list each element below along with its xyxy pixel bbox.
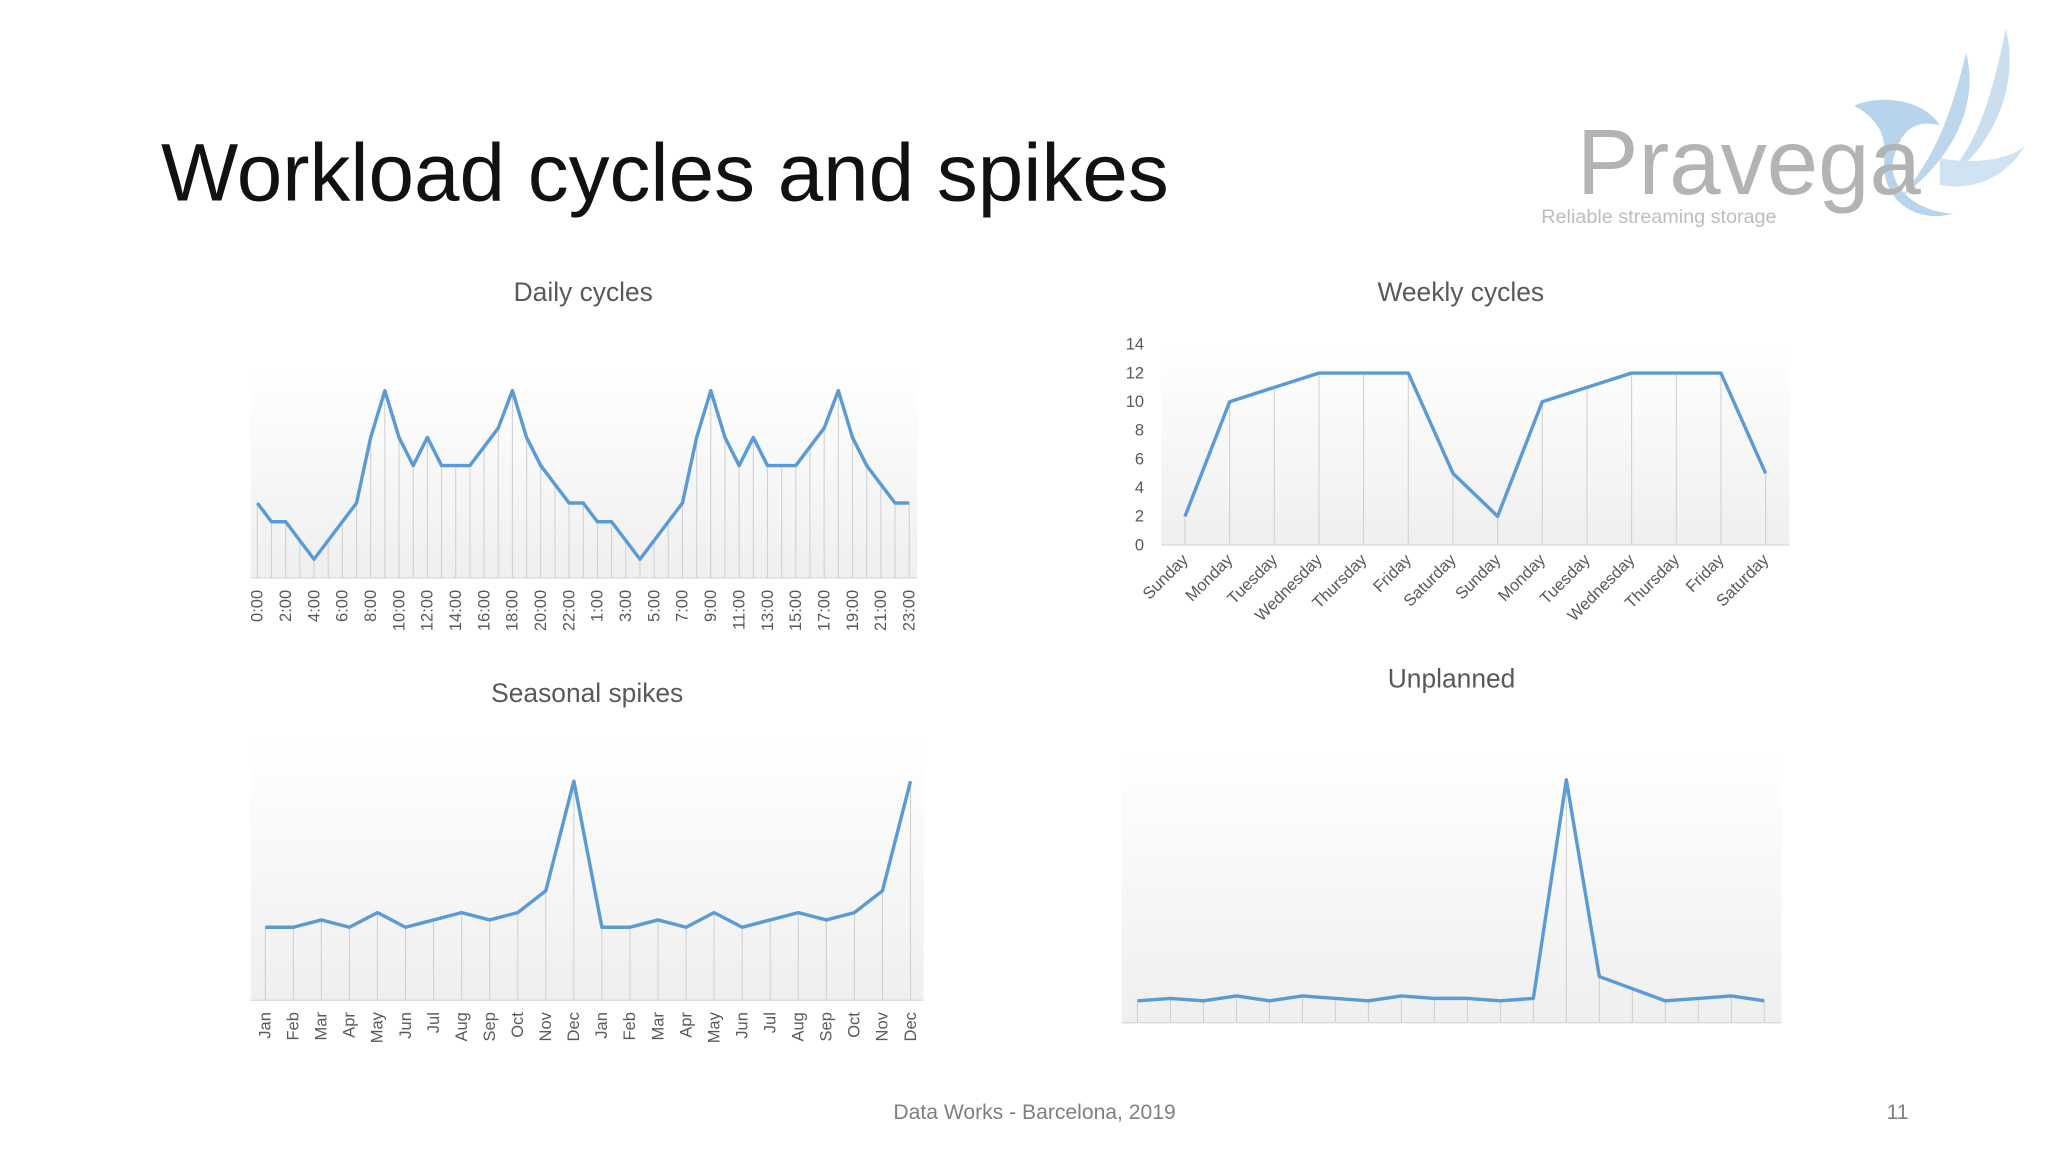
x-tick-label: Sep bbox=[818, 1012, 836, 1041]
logo-name: Pravega bbox=[1577, 110, 1922, 214]
x-tick-label: 12:00 bbox=[419, 590, 437, 631]
y-tick-label: 2 bbox=[1135, 508, 1144, 526]
x-tick-label: Jul bbox=[762, 1012, 780, 1033]
x-tick-label: Oct bbox=[509, 1012, 527, 1038]
chart: Weekly cycles02468101214SundayMondayTues… bbox=[1126, 277, 1790, 625]
footer: Data Works - Barcelona, 2019 bbox=[893, 1101, 1175, 1124]
chart: Daily cycles 0:00 2:00 4:00 6:00 8:00 10:00 12:… bbox=[249, 277, 919, 631]
x-tick-label: 22:00 bbox=[560, 590, 578, 631]
chart-title: Daily cycles bbox=[514, 277, 653, 307]
x-tick-label: Mar bbox=[649, 1012, 667, 1041]
y-tick-label: 10 bbox=[1126, 393, 1144, 411]
x-tick-label: Sep bbox=[481, 1012, 499, 1041]
x-tick-label: May bbox=[369, 1011, 387, 1043]
plot-background bbox=[250, 369, 918, 578]
logo: Pravega Reliable streaming storage bbox=[1541, 29, 2026, 228]
x-tick-label: Nov bbox=[874, 1011, 892, 1041]
x-tick-label: Nov bbox=[537, 1011, 555, 1041]
x-tick-label: 4:00 bbox=[305, 590, 323, 622]
x-tick-label: 5:00 bbox=[645, 590, 663, 622]
x-tick-label: Apr bbox=[677, 1012, 695, 1038]
x-tick-label: Mar bbox=[313, 1012, 331, 1041]
logo-wing bbox=[1939, 29, 2010, 185]
x-tick-label: 8:00 bbox=[362, 590, 380, 622]
chart-title: Weekly cycles bbox=[1377, 277, 1544, 307]
x-tick-label: Jan bbox=[593, 1012, 611, 1039]
x-tick-label: 19:00 bbox=[844, 590, 862, 631]
x-tick-label: 21:00 bbox=[872, 590, 890, 631]
y-tick-label: 4 bbox=[1135, 479, 1144, 497]
x-tick-label: 11:00 bbox=[730, 590, 748, 630]
y-tick-label: 12 bbox=[1126, 364, 1144, 382]
x-tick-label: 16:00 bbox=[475, 590, 493, 631]
x-tick-label: 14:00 bbox=[447, 590, 465, 631]
x-tick-label: Feb bbox=[621, 1012, 639, 1040]
plot-background bbox=[250, 738, 924, 1001]
x-tick-label: Jun bbox=[733, 1012, 751, 1039]
x-tick-label: 3:00 bbox=[617, 590, 635, 622]
chart-title: Seasonal spikes bbox=[491, 678, 683, 708]
x-tick-label: 10:00 bbox=[390, 590, 408, 631]
x-tick-label: Feb bbox=[285, 1012, 303, 1040]
y-tick-label: 8 bbox=[1135, 422, 1144, 440]
x-tick-label: 15:00 bbox=[787, 590, 805, 631]
plot-background bbox=[1121, 752, 1782, 1023]
chart: Unplanned bbox=[1121, 664, 1782, 1024]
x-tick-label: 18:00 bbox=[504, 590, 522, 631]
x-tick-label: 13:00 bbox=[759, 590, 777, 631]
logo-wing bbox=[1900, 52, 1970, 198]
chart-title: Unplanned bbox=[1388, 664, 1516, 694]
x-tick-label: 23:00 bbox=[900, 590, 918, 631]
y-tick-label: 0 bbox=[1135, 536, 1144, 554]
data-line bbox=[1183, 371, 1768, 519]
x-tick-label: Apr bbox=[341, 1012, 359, 1038]
x-tick-label: Jan bbox=[257, 1012, 275, 1039]
x-tick-label: Aug bbox=[790, 1012, 808, 1041]
x-tick-label: May bbox=[705, 1011, 723, 1043]
logo-bird bbox=[1854, 99, 1953, 217]
x-tick-label: 20:00 bbox=[532, 590, 550, 631]
x-tick-label: 17:00 bbox=[815, 590, 833, 631]
x-tick-label: 7:00 bbox=[674, 590, 692, 622]
x-tick-label: 9:00 bbox=[702, 590, 720, 622]
x-tick-label: 1:00 bbox=[589, 590, 607, 622]
chart: Seasonal spikes Jan Feb Mar Apr May Jun Jul Aug S… bbox=[250, 678, 924, 1043]
data-line bbox=[1137, 778, 1765, 1003]
x-tick-label: 0:00 bbox=[249, 590, 267, 622]
logo-tail bbox=[1939, 145, 2026, 187]
data-line bbox=[255, 388, 910, 561]
logo-tagline: Reliable streaming storage bbox=[1541, 206, 1776, 228]
x-tick-label: 6:00 bbox=[334, 590, 352, 622]
x-tick-label: Dec bbox=[565, 1012, 583, 1041]
y-tick-label: 6 bbox=[1135, 450, 1144, 468]
slide-title: Workload cycles and spikes bbox=[161, 128, 1169, 219]
plot-background bbox=[1161, 344, 1790, 545]
x-tick-label: 2:00 bbox=[277, 590, 295, 622]
x-tick-label: Aug bbox=[453, 1012, 471, 1041]
page-number: 11 bbox=[1887, 1101, 1909, 1124]
data-line bbox=[265, 779, 913, 929]
y-tick-label: 14 bbox=[1126, 336, 1144, 354]
x-tick-label: Jul bbox=[425, 1012, 443, 1033]
x-tick-label: Dec bbox=[902, 1012, 920, 1041]
x-tick-label: Oct bbox=[846, 1012, 864, 1038]
x-tick-label: Jun bbox=[397, 1012, 415, 1039]
